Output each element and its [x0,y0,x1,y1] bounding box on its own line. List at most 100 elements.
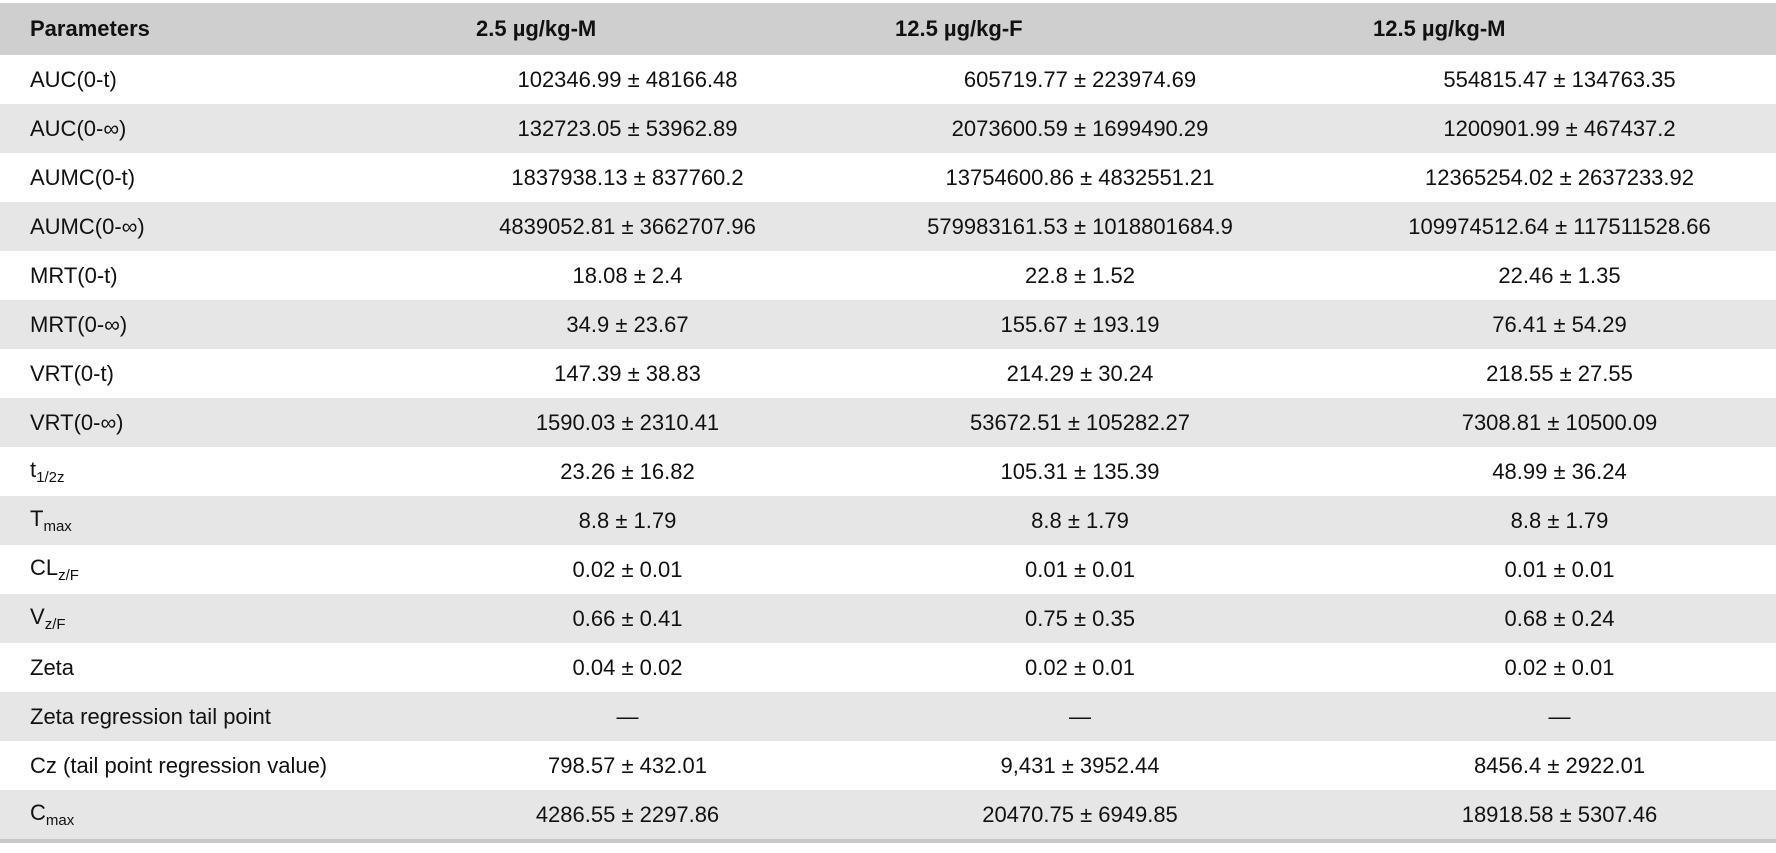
table-row: Vz/F 0.66 ± 0.41 0.75 ± 0.35 0.68 ± 0.24 [0,594,1776,643]
value-cell: 9,431 ± 3952.44 [1000,752,1160,778]
value-cell: 34.9 ± 23.67 [566,311,689,337]
value-cell: 554815.47 ± 134763.35 [1443,66,1676,92]
table-row: Cz (tail point regression value) 798.57 ±… [0,741,1776,790]
parameter-name: AUMC(0-t) [0,153,476,202]
parameter-name: CLz/F [0,545,476,594]
parameter-name: Vz/F [0,594,476,643]
header-row: Parameters 2.5 µg/kg-M 12.5 µg/kg-F 12.5… [0,3,1776,55]
parameter-name: Zeta [0,643,476,692]
parameter-name: AUC(0-t) [0,55,476,104]
table-row: t1/2z 23.26 ± 16.82 105.31 ± 135.39 48.99 ±… [0,447,1776,496]
value-cell: 12365254.02 ± 2637233.92 [1425,164,1694,190]
value-cell: — [616,703,639,729]
value-cell: 0.04 ± 0.02 [572,654,683,680]
parameter-label: VRT(0-t) [30,360,114,386]
parameter-label: AUC(0-∞) [30,115,127,141]
table-row: VRT(0-∞) 1590.03 ± 2310.41 53672.51 ± 1052… [0,398,1776,447]
parameter-subscript: max [45,812,75,829]
value-cell: 22.46 ± 1.35 [1498,262,1621,288]
value-cell: 76.41 ± 54.29 [1492,311,1627,337]
parameter-name: Tmax [0,496,476,545]
parameter-name: t1/2z [0,447,476,496]
value-cell: 605719.77 ± 223974.69 [963,66,1197,92]
parameter-subscript: z/F [58,567,79,584]
table-row: MRT(0-∞) 34.9 ± 23.67 155.67 ± 193.19 76.41… [0,300,1776,349]
parameter-label: Zeta regression tail point [30,703,271,729]
value-cell: 132723.05 ± 53962.89 [517,115,738,141]
value-cell: 4286.55 ± 2297.86 [535,801,720,827]
value-cell: 155.67 ± 193.19 [1000,311,1160,337]
value-cell: 0.01 ± 0.01 [1025,556,1135,582]
header-parameters: Parameters [30,16,150,41]
parameter-name: AUC(0-∞) [0,104,476,153]
header-12-5-m: 12.5 µg/kg-M [1373,16,1506,41]
parameter-name: VRT(0-t) [0,349,476,398]
value-cell: 147.39 ± 38.83 [554,360,701,386]
parameter-label: MRT(0-t) [30,262,118,288]
value-cell: 1590.03 ± 2310.41 [535,409,720,435]
value-cell: 0.68 ± 0.24 [1504,605,1615,631]
parameter-label: Cz (tail point regression value) [30,752,328,778]
value-cell: 109974512.64 ± 117511528.66 [1408,213,1711,239]
value-cell: 0.02 ± 0.01 [572,556,683,582]
value-cell: 0.02 ± 0.01 [1504,654,1615,680]
value-cell: 798.57 ± 432.01 [548,752,707,778]
value-cell: 20470.75 ± 6949.85 [982,801,1178,827]
value-cell: 8.8 ± 1.79 [1510,507,1609,533]
value-cell: 7308.81 ± 10500.09 [1461,409,1658,435]
value-cell: 4839052.81 ± 3662707.96 [499,213,756,239]
parameter-label: MRT(0-∞) [30,311,128,337]
parameter-label: CL [30,555,59,580]
value-cell: 0.75 ± 0.35 [1025,605,1135,631]
value-cell: — [1069,703,1091,729]
value-cell: 8.8 ± 1.79 [578,507,677,533]
parameter-label: Zeta [30,654,75,680]
parameter-name: VRT(0-∞) [0,398,476,447]
table-row: Zeta 0.04 ± 0.02 0.02 ± 0.01 0.02 ± 0.01 [0,643,1776,692]
parameter-name: Cmax [0,790,476,841]
parameter-label: t [30,457,37,482]
value-cell: 48.99 ± 36.24 [1492,458,1627,484]
value-cell: 18918.58 ± 5307.46 [1461,801,1658,827]
value-cell: 0.02 ± 0.01 [1025,654,1135,680]
parameter-label: C [30,800,46,825]
table-row: AUMC(0-∞) 4839052.81 ± 3662707.96 57998316… [0,202,1776,251]
parameter-label: AUMC(0-∞) [30,213,145,239]
value-cell: 1837938.13 ± 837760.2 [511,164,744,190]
table-row: CLz/F 0.02 ± 0.01 0.01 ± 0.01 0.01 ± 0.01 [0,545,1776,594]
parameter-name: MRT(0-∞) [0,300,476,349]
header-2-5-m: 2.5 µg/kg-M [476,16,597,41]
value-cell: 214.29 ± 30.24 [1006,360,1154,386]
parameter-name: Cz (tail point regression value) [0,741,476,790]
table-row: AUMC(0-t) 1837938.13 ± 837760.2 13754600.8… [0,153,1776,202]
value-cell: 102346.99 ± 48166.48 [517,66,738,92]
value-cell: 0.66 ± 0.41 [572,605,683,631]
table-row: MRT(0-t) 18.08 ± 2.4 22.8 ± 1.52 22.46 ± 1.… [0,251,1776,300]
value-cell: 218.55 ± 27.55 [1486,360,1633,386]
parameter-label: VRT(0-∞) [30,409,124,435]
table-row: Cmax 4286.55 ± 2297.86 20470.75 ± 6949.85 1… [0,790,1776,841]
value-cell: 8.8 ± 1.79 [1031,507,1129,533]
value-cell: 0.01 ± 0.01 [1504,556,1615,582]
parameter-name: AUMC(0-∞) [0,202,476,251]
value-cell: — [1548,703,1571,729]
parameter-name: Zeta regression tail point [0,692,476,741]
value-cell: 13754600.86 ± 4832551.21 [945,164,1215,190]
table-row: Zeta regression tail point — — — [0,692,1776,741]
table-row: AUC(0-t) 102346.99 ± 48166.48 605719.77 ± … [0,55,1776,104]
value-cell: 18.08 ± 2.4 [572,262,683,288]
value-cell: 8456.4 ± 2922.01 [1473,752,1646,778]
value-cell: 105.31 ± 135.39 [1000,458,1160,484]
parameter-subscript: max [43,518,72,535]
value-cell: 53672.51 ± 105282.27 [969,409,1191,435]
parameters-table: Parameters 2.5 µg/kg-M 12.5 µg/kg-F 12.5… [0,3,1776,843]
value-cell: 2073600.59 ± 1699490.29 [951,115,1209,141]
parameter-name: MRT(0-t) [0,251,476,300]
parameter-subscript: 1/2z [36,469,65,486]
table-row: VRT(0-t) 147.39 ± 38.83 214.29 ± 30.24 218.… [0,349,1776,398]
parameter-subscript: z/F [44,616,66,633]
table-row: Tmax 8.8 ± 1.79 8.8 ± 1.79 8.8 ± 1.79 [0,496,1776,545]
parameter-label: T [30,506,44,531]
value-cell: 23.26 ± 16.82 [560,458,695,484]
header-12-5-f: 12.5 µg/kg-F [895,16,1023,41]
